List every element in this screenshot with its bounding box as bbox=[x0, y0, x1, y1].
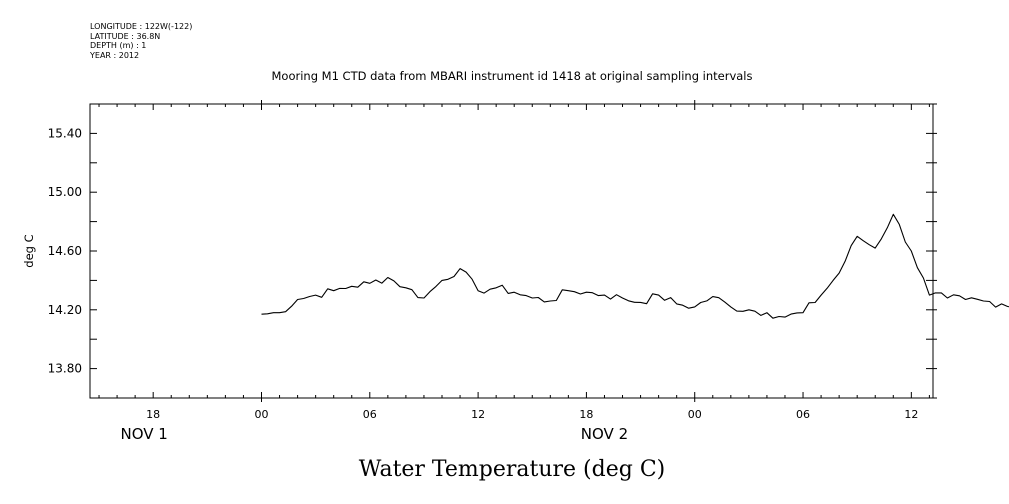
longitude-text: LONGITUDE : 122W(-122) bbox=[90, 22, 193, 31]
plot-frame bbox=[89, 103, 934, 399]
x-hour-tick-label: 18 bbox=[146, 408, 160, 421]
x-date-label: NOV 1 bbox=[120, 425, 167, 443]
x-axis: 1800061218000612180006121800061218000612… bbox=[120, 408, 918, 443]
y-tick-label: 13.80 bbox=[48, 362, 82, 376]
x-hour-tick-label: 00 bbox=[254, 408, 268, 421]
y-tick-label: 15.40 bbox=[48, 126, 82, 140]
x-hour-tick-label: 12 bbox=[904, 408, 918, 421]
x-hour-tick-label: 12 bbox=[471, 408, 485, 421]
y-tick-label: 15.00 bbox=[48, 185, 82, 199]
x-hour-tick-label: 06 bbox=[796, 408, 810, 421]
year-text: YEAR : 2012 bbox=[90, 50, 140, 60]
y-tick-label: 14.20 bbox=[48, 303, 82, 317]
axis-ticks bbox=[98, 100, 930, 402]
chart-title: Mooring M1 CTD data from MBARI instrumen… bbox=[272, 69, 753, 83]
x-hour-tick-label: 00 bbox=[688, 408, 702, 421]
depth-text: DEPTH (m) : 1 bbox=[90, 41, 147, 50]
metadata-header: LONGITUDE : 122W(-122) LATITUDE : 36.8N … bbox=[90, 22, 192, 60]
y-axis: 13.80 14.20 14.60 15.00 15.40 bbox=[48, 103, 937, 399]
x-axis-caption: Water Temperature (deg C) bbox=[359, 457, 666, 482]
y-axis-label: deg C bbox=[22, 234, 36, 267]
y-tick-label: 14.60 bbox=[48, 244, 82, 258]
latitude-text: LATITUDE : 36.8N bbox=[90, 31, 161, 41]
x-date-label: NOV 2 bbox=[581, 425, 628, 443]
x-hour-tick-label: 06 bbox=[363, 408, 377, 421]
x-hour-tick-label: 18 bbox=[579, 408, 593, 421]
temperature-line bbox=[261, 213, 1009, 319]
